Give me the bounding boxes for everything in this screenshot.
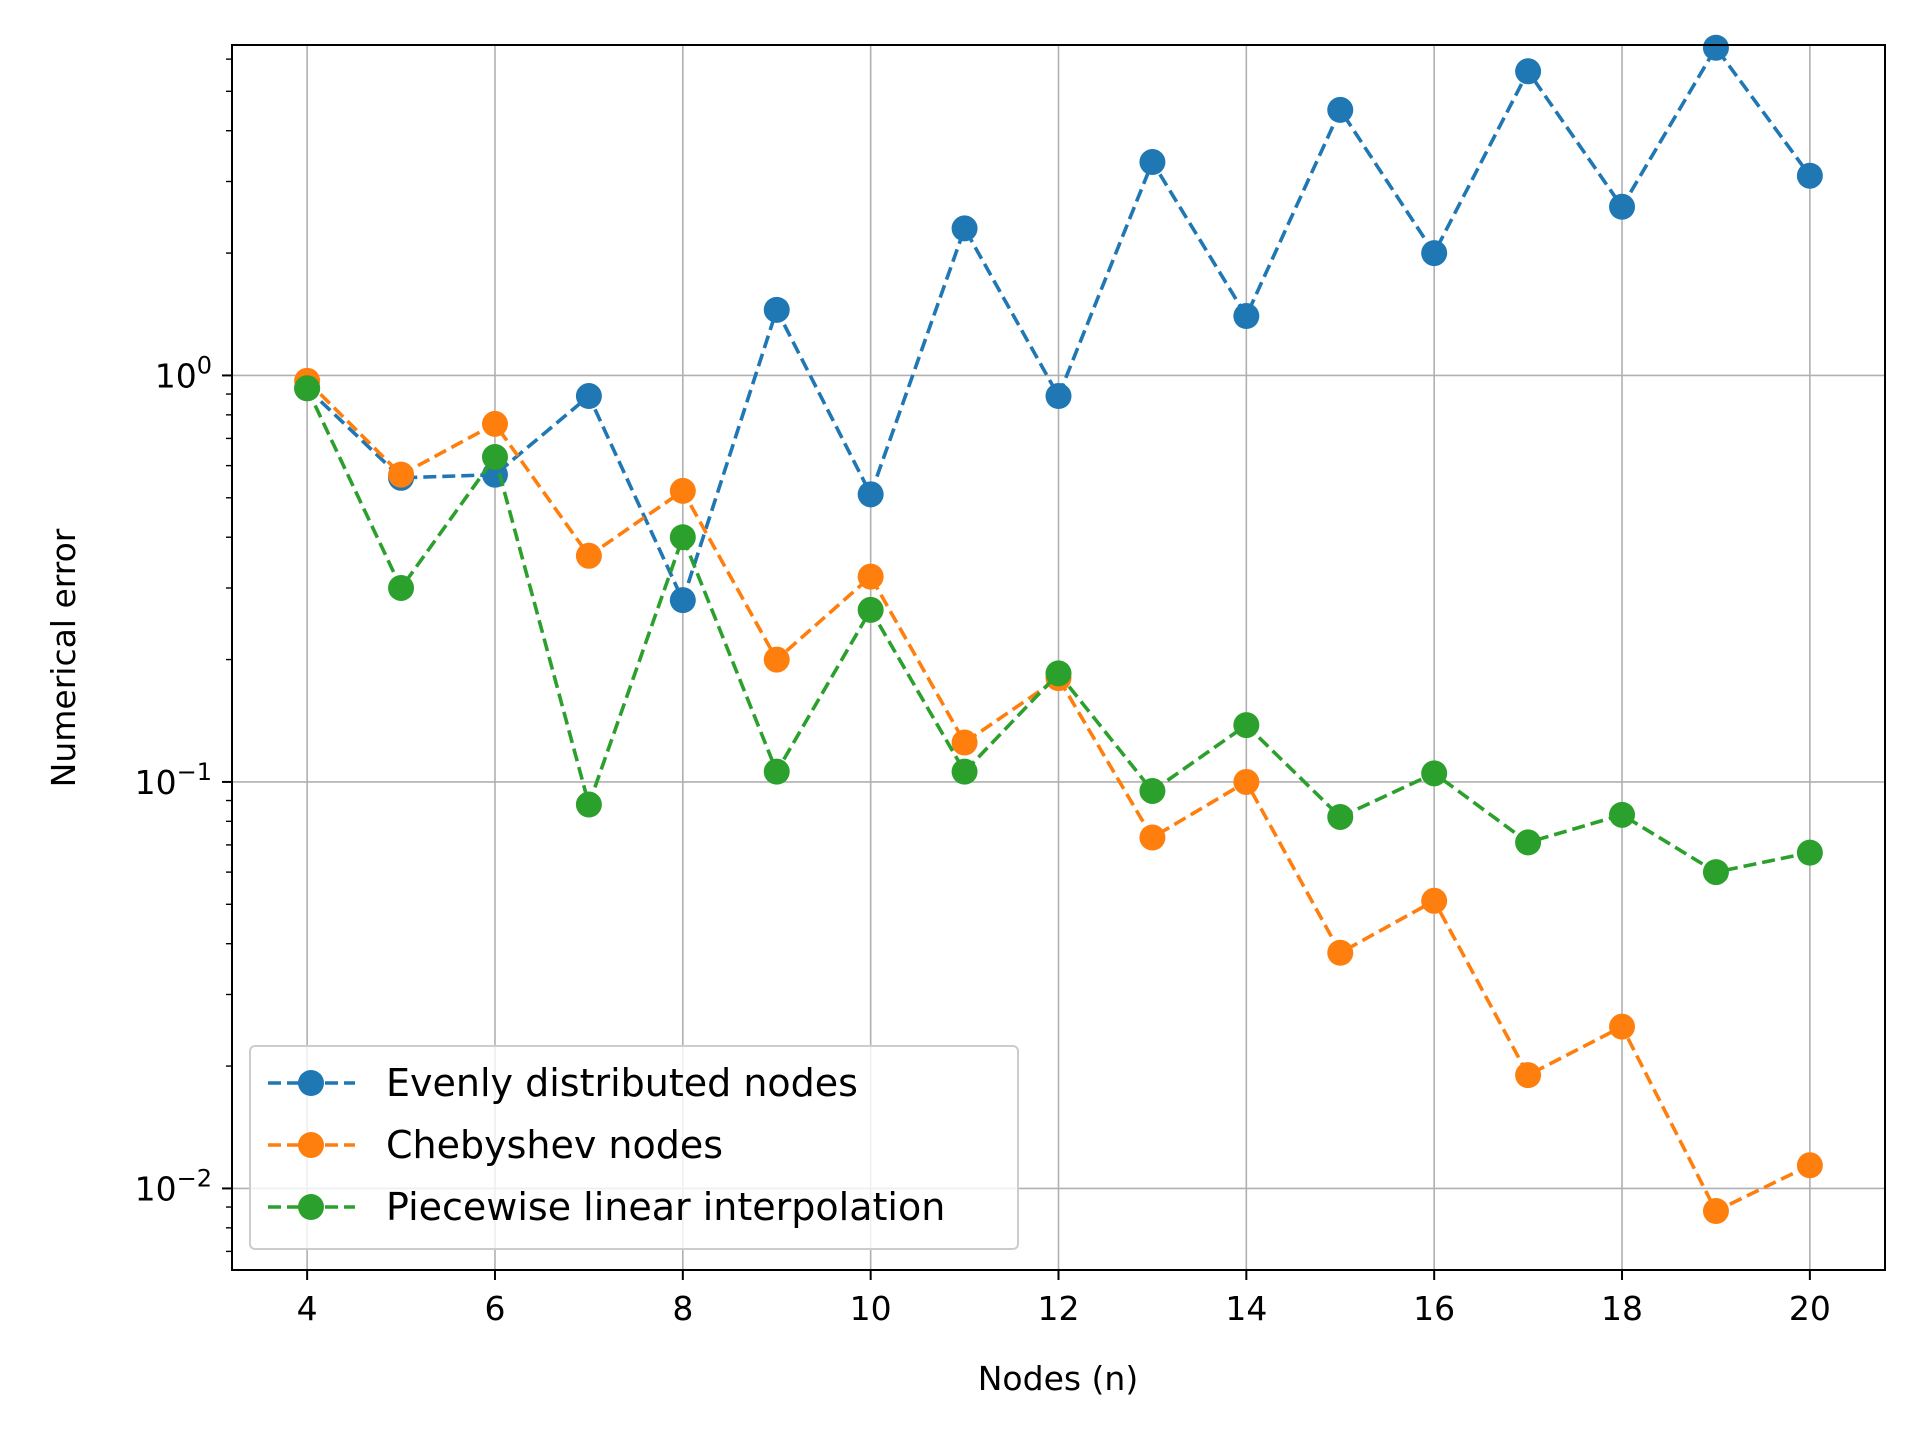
legend-marker <box>298 1070 324 1096</box>
data-point <box>388 461 415 488</box>
data-point <box>481 410 508 437</box>
x-tick-label: 12 <box>1038 1289 1080 1328</box>
data-point <box>1045 660 1072 687</box>
data-point <box>857 596 884 623</box>
data-point <box>1233 712 1260 739</box>
data-point <box>1702 34 1729 61</box>
y-tick-label: 10−1 <box>135 758 212 802</box>
x-tick-label: 16 <box>1413 1289 1455 1328</box>
series-layer <box>294 34 1823 1225</box>
data-point <box>1609 193 1636 220</box>
data-point <box>1327 803 1354 830</box>
legend: Evenly distributed nodes Chebyshev nodes P… <box>249 1045 1019 1250</box>
data-point <box>575 542 602 569</box>
data-point <box>1421 887 1448 914</box>
x-tick-label: 20 <box>1789 1289 1831 1328</box>
data-point <box>857 481 884 508</box>
data-point <box>763 296 790 323</box>
data-point <box>1139 824 1166 851</box>
data-point <box>763 646 790 673</box>
legend-label: Evenly distributed nodes <box>386 1061 858 1105</box>
y-tick-label: 10−2 <box>135 1164 212 1208</box>
x-tick-label: 14 <box>1225 1289 1267 1328</box>
data-point <box>1515 1062 1542 1089</box>
data-point <box>575 383 602 410</box>
x-axis-label: Nodes (n) <box>978 1359 1138 1398</box>
data-point <box>481 444 508 471</box>
legend-marker <box>298 1132 324 1158</box>
series-line <box>305 45 1812 603</box>
data-point <box>763 758 790 785</box>
series-2 <box>294 375 1823 886</box>
data-point <box>1702 859 1729 886</box>
data-point <box>1796 162 1823 189</box>
data-point <box>1327 96 1354 123</box>
x-tick-label: 8 <box>672 1289 693 1328</box>
data-point <box>1421 240 1448 267</box>
series-line <box>305 379 1811 1213</box>
grid <box>232 45 1885 1270</box>
data-point <box>669 477 696 504</box>
legend-label: Chebyshev nodes <box>386 1123 723 1167</box>
data-point <box>1702 1198 1729 1225</box>
x-tick-label: 10 <box>850 1289 892 1328</box>
data-point <box>1515 58 1542 85</box>
data-point <box>951 758 978 785</box>
data-point <box>1609 801 1636 828</box>
data-point <box>1796 1152 1823 1179</box>
y-tick-label: 100 <box>155 351 212 395</box>
legend-marker <box>298 1194 324 1220</box>
data-point <box>1796 839 1823 866</box>
data-point <box>1045 383 1072 410</box>
data-point <box>1421 760 1448 787</box>
data-point <box>575 791 602 818</box>
data-point <box>1609 1013 1636 1040</box>
data-point <box>294 375 321 402</box>
y-axis-label: Numerical error <box>44 528 83 787</box>
data-point <box>669 524 696 551</box>
data-point <box>1233 768 1260 795</box>
data-point <box>1139 777 1166 804</box>
data-point <box>388 574 415 601</box>
data-point <box>951 729 978 756</box>
ticks: 4 6 8 10 12 14 16 18 20 10−2 10−1 100 <box>135 58 1831 1328</box>
data-point <box>1233 303 1260 330</box>
data-point <box>857 563 884 590</box>
legend-box <box>249 1045 1019 1250</box>
data-point <box>1139 149 1166 176</box>
data-point <box>1515 829 1542 856</box>
data-point <box>1327 939 1354 966</box>
x-tick-label: 6 <box>484 1289 505 1328</box>
legend-label: Piecewise linear interpolation <box>386 1185 945 1229</box>
data-point <box>951 215 978 242</box>
x-tick-label: 4 <box>297 1289 318 1328</box>
x-tick-label: 18 <box>1601 1289 1643 1328</box>
data-point <box>669 587 696 614</box>
